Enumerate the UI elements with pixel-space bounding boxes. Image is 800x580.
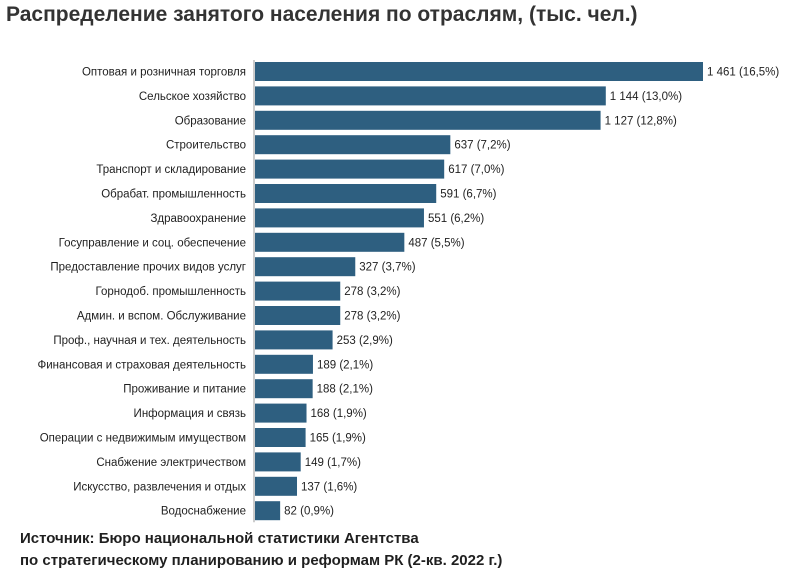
value-label: 637 (7,2%) bbox=[454, 140, 510, 152]
category-label: Операции с недвижимым имуществом bbox=[40, 433, 246, 445]
value-label: 149 (1,7%) bbox=[305, 457, 361, 469]
bar bbox=[255, 110, 601, 130]
category-label: Финансовая и страховая деятельность bbox=[37, 359, 246, 371]
category-label: Сельское хозяйство bbox=[139, 91, 246, 103]
value-label: 189 (2,1%) bbox=[317, 359, 373, 371]
category-label: Обрабат. промышленность bbox=[101, 189, 246, 201]
category-label: Предоставление прочих видов услуг bbox=[50, 262, 246, 274]
category-label: Оптовая и розничная торговля bbox=[82, 67, 246, 79]
bar bbox=[255, 208, 424, 228]
value-label: 1 461 (16,5%) bbox=[707, 67, 779, 79]
category-label: Проф., научная и тех. деятельность bbox=[53, 335, 246, 347]
category-label: Проживание и питание bbox=[123, 384, 246, 396]
bar bbox=[255, 135, 451, 155]
bar bbox=[255, 257, 356, 277]
value-label: 327 (3,7%) bbox=[359, 262, 415, 274]
bar bbox=[255, 501, 281, 521]
value-label: 278 (3,2%) bbox=[344, 286, 400, 298]
category-label: Госуправление и соц. обеспечение bbox=[59, 237, 246, 249]
chart-title: Распределение занятого населения по отра… bbox=[6, 3, 638, 26]
category-label: Транспорт и складирование bbox=[96, 164, 246, 176]
value-label: 591 (6,7%) bbox=[440, 189, 496, 201]
source-line-2: по стратегическому планированию и реформ… bbox=[20, 552, 503, 569]
bar bbox=[255, 281, 341, 301]
category-label: Информация и связь bbox=[134, 408, 246, 420]
value-label: 487 (5,5%) bbox=[408, 237, 464, 249]
value-label: 1 144 (13,0%) bbox=[610, 91, 682, 103]
value-label: 82 (0,9%) bbox=[284, 506, 334, 518]
source-note: Источник: Бюро национальной статистики А… bbox=[20, 528, 502, 572]
bar bbox=[255, 354, 313, 374]
category-label: Здравоохранение bbox=[150, 213, 246, 225]
value-label: 165 (1,9%) bbox=[310, 433, 366, 445]
bar bbox=[255, 403, 307, 423]
bar bbox=[255, 330, 333, 350]
bar bbox=[255, 62, 703, 81]
value-label: 168 (1,9%) bbox=[311, 408, 367, 420]
value-label: 278 (3,2%) bbox=[344, 311, 400, 323]
category-label: Снабжение электричеством bbox=[96, 457, 246, 469]
value-label: 188 (2,1%) bbox=[317, 384, 373, 396]
category-label: Админ. и вспом. Обслуживание bbox=[77, 311, 246, 323]
bar bbox=[255, 159, 445, 179]
bar bbox=[255, 232, 405, 252]
category-label: Горнодоб. промышленность bbox=[96, 286, 246, 298]
category-label: Искусство, развлечения и отдых bbox=[73, 481, 246, 493]
bar bbox=[255, 476, 298, 496]
bar bbox=[255, 452, 301, 472]
source-line-1: Источник: Бюро национальной статистики А… bbox=[20, 530, 419, 547]
value-label: 1 127 (12,8%) bbox=[605, 115, 677, 127]
value-label: 617 (7,0%) bbox=[448, 164, 504, 176]
bar bbox=[255, 428, 306, 447]
value-label: 253 (2,9%) bbox=[337, 335, 393, 347]
bar bbox=[255, 379, 313, 399]
bar bbox=[255, 86, 606, 106]
value-label: 137 (1,6%) bbox=[301, 481, 357, 493]
value-label: 551 (6,2%) bbox=[428, 213, 484, 225]
category-label: Водоснабжение bbox=[161, 506, 246, 518]
bar bbox=[255, 184, 437, 203]
category-label: Строительство bbox=[166, 140, 246, 152]
bar bbox=[255, 306, 341, 325]
category-label: Образование bbox=[175, 115, 246, 127]
